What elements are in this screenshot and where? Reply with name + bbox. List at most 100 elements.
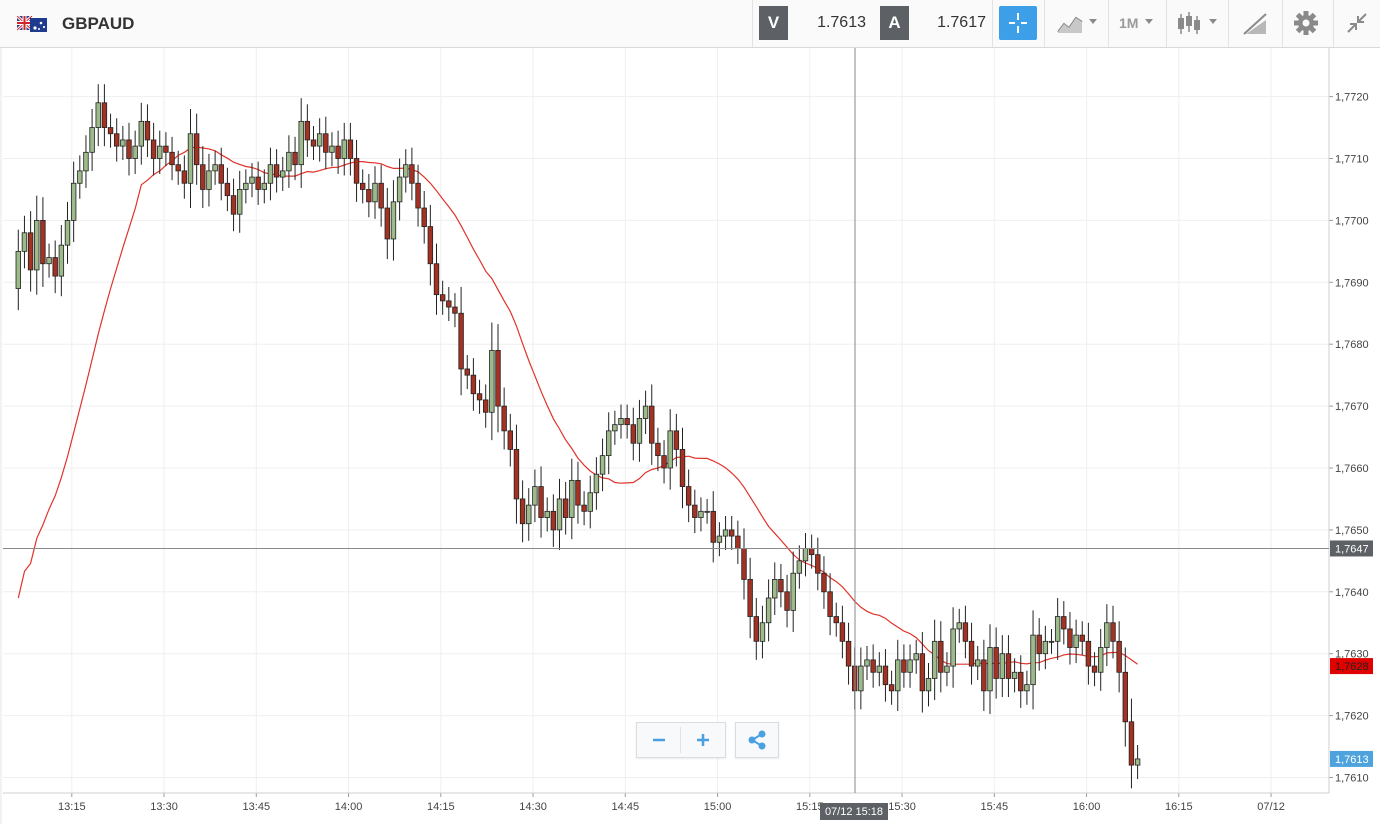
candle — [593, 457, 600, 510]
candle-down — [981, 659, 987, 692]
x-tick-label: 15:30 — [888, 801, 916, 813]
ask-badge[interactable]: A — [880, 6, 909, 40]
candle-up — [876, 665, 882, 673]
candle — [200, 146, 206, 209]
candle — [815, 537, 821, 591]
timeframe-label: 1M — [1119, 15, 1139, 31]
crosshair-price-badge — [1330, 540, 1373, 557]
candle — [372, 166, 378, 219]
candle-down — [1079, 634, 1085, 642]
y-tick-label: 1,7720 — [1335, 92, 1369, 104]
candle-up — [587, 492, 593, 512]
crosshair-icon — [1009, 13, 1027, 33]
candle-down — [513, 449, 520, 500]
candle — [642, 390, 649, 434]
candle-down — [649, 405, 655, 444]
zoom-out-button[interactable] — [637, 723, 681, 757]
collapse-icon — [1347, 13, 1367, 33]
share-button[interactable] — [736, 723, 778, 757]
ask-price[interactable]: 1.7617 — [910, 6, 986, 40]
candle-up — [372, 182, 378, 203]
candle — [316, 118, 323, 162]
candle-down — [52, 257, 58, 277]
candle — [1091, 652, 1098, 687]
bid-price[interactable]: 1.7613 — [790, 6, 866, 40]
candle-down — [962, 622, 969, 642]
x-tick-label: 15:15 — [796, 801, 824, 813]
candle-down — [839, 622, 846, 642]
candle — [784, 574, 790, 628]
candle — [938, 621, 944, 693]
candle-down — [446, 300, 452, 308]
x-tick-label: 14:15 — [427, 801, 455, 813]
candle-up — [396, 176, 403, 203]
candles-icon — [1178, 12, 1200, 34]
candle — [821, 556, 827, 609]
candle — [729, 515, 735, 551]
x-tick-label: 13:15 — [58, 801, 86, 813]
candle-down — [359, 182, 366, 190]
candle — [489, 322, 495, 441]
chart-type-button[interactable] — [1052, 6, 1104, 40]
candle — [870, 644, 876, 688]
candle-up — [544, 510, 550, 518]
candle-down — [562, 498, 569, 518]
candle — [236, 170, 243, 233]
candle-down — [845, 640, 852, 667]
candle — [649, 384, 655, 465]
candle-down — [495, 349, 501, 407]
candle-up — [403, 164, 409, 178]
candle-down — [741, 548, 747, 580]
last-price-badge — [1330, 658, 1373, 675]
candle-up — [95, 102, 101, 128]
candle-up — [390, 201, 397, 240]
candle — [421, 190, 427, 244]
candle — [390, 180, 397, 261]
candle-down — [193, 133, 200, 166]
candle-up — [950, 628, 956, 667]
candle — [212, 150, 218, 185]
candle-up — [944, 665, 950, 673]
x-tick-label: 16:00 — [1073, 801, 1101, 813]
candle — [741, 528, 747, 600]
x-tick-label: 14:00 — [335, 801, 363, 813]
candle-up — [1011, 671, 1018, 679]
candle — [722, 515, 729, 551]
candle — [378, 164, 384, 227]
candle-down — [919, 653, 926, 692]
candle — [101, 84, 108, 147]
candle — [569, 458, 575, 540]
collapse-button[interactable] — [1340, 6, 1374, 40]
candle-down — [378, 182, 384, 209]
candle — [864, 645, 870, 681]
candle-style-button[interactable] — [1172, 6, 1224, 40]
bid-badge[interactable]: V — [759, 6, 788, 40]
candle — [476, 379, 483, 414]
candle-down — [692, 504, 698, 518]
settings-button[interactable] — [1289, 6, 1323, 40]
candle-down — [452, 306, 458, 314]
candle — [126, 122, 132, 176]
zoom-in-button[interactable] — [681, 723, 725, 757]
candle-up — [642, 405, 649, 419]
candle — [46, 243, 52, 278]
draw-tools-button[interactable] — [1238, 6, 1272, 40]
candle — [845, 622, 852, 685]
candle-down — [384, 207, 390, 240]
candle — [735, 520, 741, 564]
candle-up — [249, 176, 255, 184]
candle-up — [858, 665, 864, 692]
candle — [507, 413, 513, 467]
crosshair-button[interactable] — [999, 6, 1037, 40]
candle — [120, 126, 126, 161]
candle — [624, 404, 630, 439]
candle-down — [150, 139, 157, 159]
candle-up — [975, 659, 981, 667]
candle — [181, 155, 188, 199]
x-tick-label: 13:45 — [243, 801, 271, 813]
candle — [163, 132, 169, 167]
candle — [839, 605, 846, 659]
candle-up — [1073, 634, 1079, 648]
y-tick-label: 1,7620 — [1335, 711, 1369, 723]
